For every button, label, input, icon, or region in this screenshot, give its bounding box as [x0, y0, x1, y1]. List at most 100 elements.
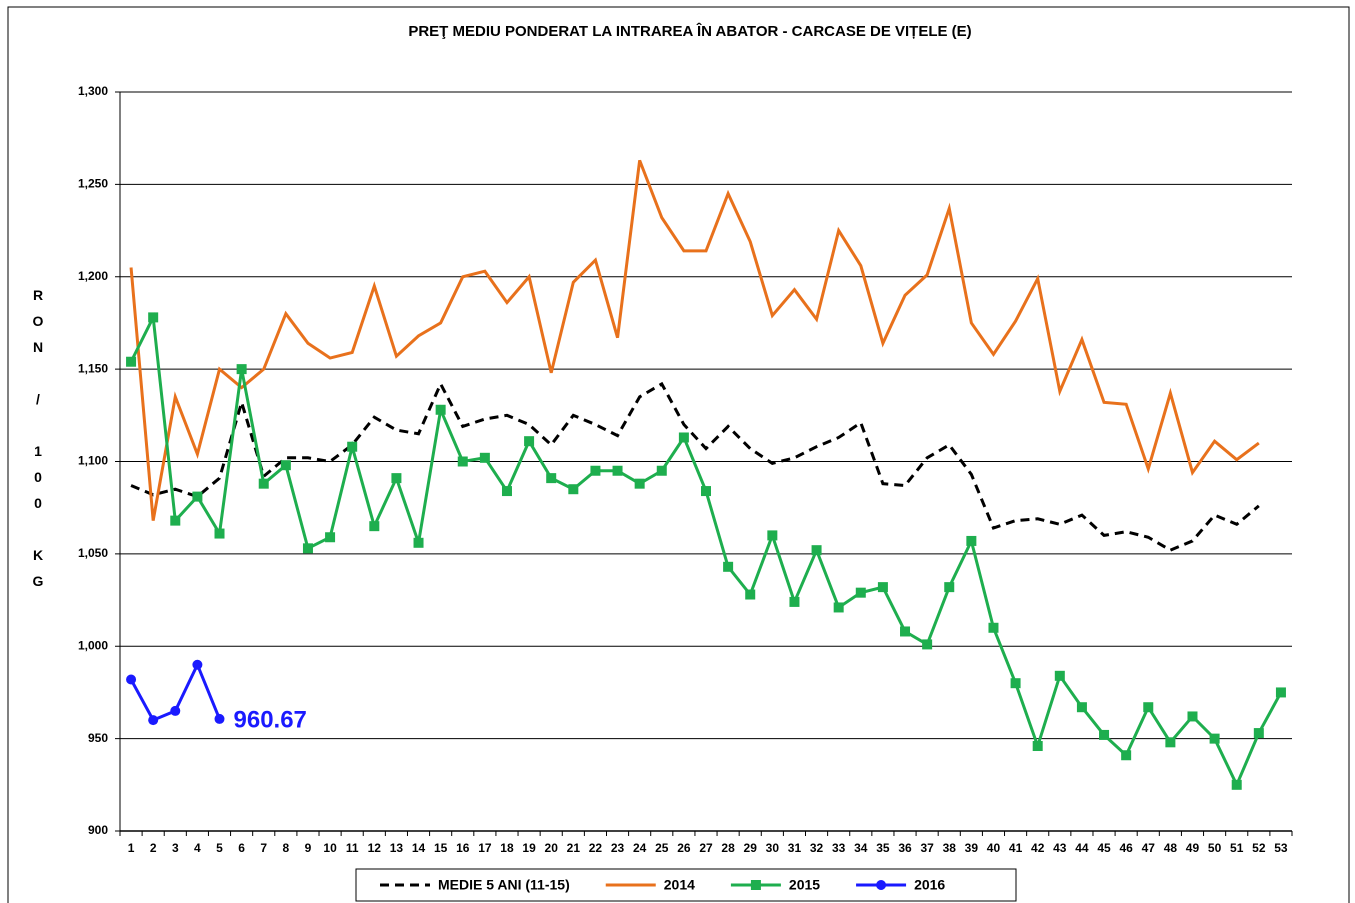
x-tick-label: 15: [434, 841, 448, 855]
y-tick-label: 1,200: [78, 269, 108, 283]
point: [568, 484, 579, 495]
y-tick-label: 1,050: [78, 546, 108, 560]
point: [413, 537, 424, 548]
point: [391, 473, 402, 484]
y-tick-label: 1,100: [78, 454, 108, 468]
point: [457, 456, 468, 467]
x-tick-label: 11: [346, 841, 359, 855]
x-tick-label: 6: [238, 841, 245, 855]
point: [546, 473, 557, 484]
legend-label: 2015: [789, 877, 820, 893]
point: [170, 705, 181, 716]
x-tick-label: 31: [788, 841, 802, 855]
point: [789, 596, 800, 607]
chart-title: PREŢ MEDIU PONDERAT LA INTRAREA ÎN ABATO…: [408, 22, 971, 40]
legend-label: 2014: [664, 877, 695, 893]
x-tick-label: 12: [368, 841, 382, 855]
x-tick-label: 27: [699, 841, 713, 855]
x-tick-label: 46: [1119, 841, 1133, 855]
point: [944, 582, 955, 593]
x-tick-label: 49: [1186, 841, 1200, 855]
point: [612, 465, 623, 476]
point: [1253, 728, 1264, 739]
point: [1231, 779, 1242, 790]
x-tick-label: 34: [854, 841, 868, 855]
x-tick-label: 7: [260, 841, 267, 855]
x-tick-label: 25: [655, 841, 669, 855]
point: [1054, 670, 1065, 681]
x-tick-label: 2: [150, 841, 157, 855]
x-tick-label: 19: [522, 841, 536, 855]
point: [258, 478, 269, 489]
x-tick-label: 10: [323, 841, 337, 855]
point: [1032, 741, 1043, 752]
point: [723, 561, 734, 572]
x-tick-label: 4: [194, 841, 201, 855]
point: [170, 515, 181, 526]
point: [325, 532, 336, 543]
point: [1275, 687, 1286, 698]
point: [501, 486, 512, 497]
point: [148, 312, 159, 323]
point: [988, 622, 999, 633]
x-tick-label: 26: [677, 841, 691, 855]
x-tick-label: 18: [500, 841, 514, 855]
x-tick-label: 53: [1274, 841, 1288, 855]
legend: MEDIE 5 ANI (11-15) 2014 2015 2016: [355, 868, 1017, 902]
x-tick-label: 14: [412, 841, 426, 855]
point: [369, 521, 380, 532]
point: [1121, 750, 1132, 761]
x-tick-label: 20: [545, 841, 559, 855]
x-tick-label: 23: [611, 841, 625, 855]
point: [214, 528, 225, 539]
x-tick-label: 37: [920, 841, 934, 855]
x-tick-label: 17: [478, 841, 492, 855]
x-tick-label: 51: [1230, 841, 1244, 855]
series-line: [129, 159, 1260, 521]
x-tick-label: 21: [567, 841, 581, 855]
x-tick-label: 40: [987, 841, 1001, 855]
point: [900, 626, 911, 637]
point: [811, 545, 822, 556]
point: [435, 404, 446, 415]
point: [1076, 702, 1087, 713]
x-tick-label: 45: [1097, 841, 1111, 855]
x-tick-label: 13: [390, 841, 404, 855]
x-tick-label: 41: [1009, 841, 1023, 855]
legend-label: MEDIE 5 ANI (11-15): [438, 877, 570, 893]
x-tick-label: 22: [589, 841, 603, 855]
point: [192, 491, 203, 502]
x-tick-label: 32: [810, 841, 824, 855]
y-tick-label: 1,250: [78, 177, 108, 191]
point: [148, 715, 159, 726]
data-label: 960.67: [234, 706, 307, 733]
point: [590, 465, 601, 476]
point: [877, 582, 888, 593]
x-tick-label: 24: [633, 841, 647, 855]
point: [1143, 702, 1154, 713]
point: [479, 452, 490, 463]
x-tick-label: 33: [832, 841, 846, 855]
legend-marker: [750, 880, 761, 890]
point: [678, 432, 689, 443]
chart-border: [7, 6, 1350, 903]
point: [236, 364, 247, 375]
x-tick-label: 1: [128, 841, 135, 855]
point: [126, 356, 137, 367]
point: [347, 441, 358, 452]
point: [302, 543, 313, 554]
x-tick-label: 48: [1164, 841, 1178, 855]
point: [1165, 737, 1176, 748]
legend-marker: [876, 880, 887, 890]
x-tick-label: 39: [965, 841, 979, 855]
y-tick-label: 1,150: [78, 361, 108, 375]
point: [966, 535, 977, 546]
point: [656, 465, 667, 476]
point: [701, 486, 711, 497]
point: [1099, 729, 1110, 740]
x-tick-label: 47: [1142, 841, 1156, 855]
x-tick-label: 9: [305, 841, 312, 855]
x-tick-label: 3: [172, 841, 179, 855]
point: [1010, 678, 1021, 689]
